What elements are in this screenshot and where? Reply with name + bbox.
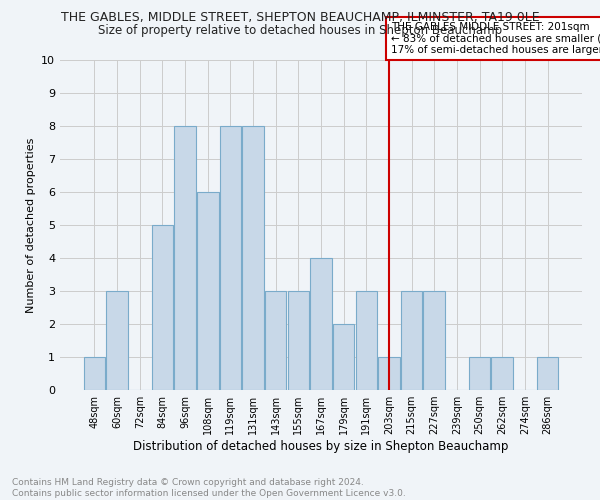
- Bar: [84, 357, 105, 390]
- Bar: [491, 357, 513, 390]
- Bar: [152, 225, 173, 390]
- Bar: [537, 357, 558, 390]
- Bar: [401, 291, 422, 390]
- Bar: [106, 291, 128, 390]
- Bar: [175, 126, 196, 390]
- Bar: [469, 357, 490, 390]
- Bar: [356, 291, 377, 390]
- Bar: [378, 357, 400, 390]
- Text: Size of property relative to detached houses in Shepton Beauchamp: Size of property relative to detached ho…: [98, 24, 502, 37]
- Text: THE GABLES, MIDDLE STREET, SHEPTON BEAUCHAMP, ILMINSTER, TA19 0LE: THE GABLES, MIDDLE STREET, SHEPTON BEAUC…: [61, 11, 539, 24]
- Bar: [197, 192, 218, 390]
- Bar: [220, 126, 241, 390]
- Text: THE GABLES MIDDLE STREET: 201sqm
← 83% of detached houses are smaller (55)
17% o: THE GABLES MIDDLE STREET: 201sqm ← 83% o…: [391, 22, 600, 55]
- X-axis label: Distribution of detached houses by size in Shepton Beauchamp: Distribution of detached houses by size …: [133, 440, 509, 453]
- Bar: [333, 324, 355, 390]
- Text: Contains HM Land Registry data © Crown copyright and database right 2024.
Contai: Contains HM Land Registry data © Crown c…: [12, 478, 406, 498]
- Bar: [242, 126, 264, 390]
- Bar: [310, 258, 332, 390]
- Bar: [424, 291, 445, 390]
- Y-axis label: Number of detached properties: Number of detached properties: [26, 138, 35, 312]
- Bar: [287, 291, 309, 390]
- Bar: [265, 291, 286, 390]
